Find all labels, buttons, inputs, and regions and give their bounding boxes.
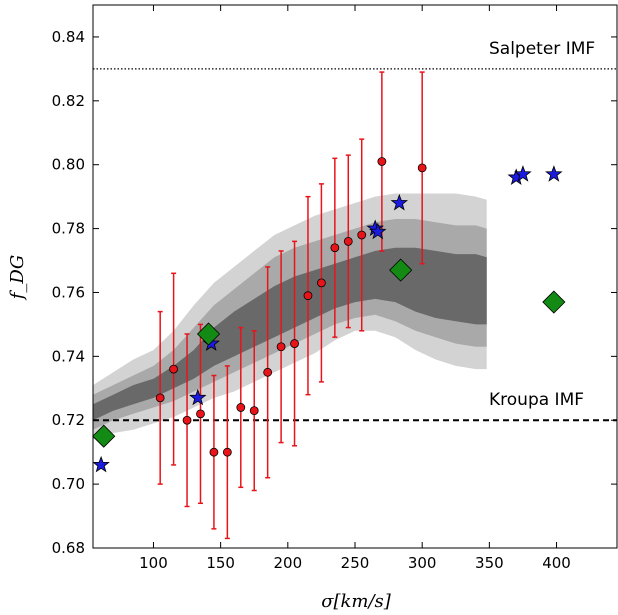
y-tick-label: 0.80 <box>52 156 85 174</box>
y-tick-label: 0.70 <box>52 475 85 493</box>
axis-ticks: 100 150 200 250 300 350 400 0.68 0.70 0.72 0.74 0.7… <box>52 5 617 572</box>
y-tick-label: 0.72 <box>52 411 85 429</box>
y-tick-label: 0.78 <box>52 220 85 238</box>
band-inner <box>93 247 487 421</box>
confidence-bands <box>93 193 487 440</box>
data-markers <box>92 157 566 473</box>
circle-point <box>303 291 313 301</box>
circle-point <box>222 447 232 457</box>
x-tick-label: 100 <box>139 554 168 572</box>
y-tick-label: 0.82 <box>52 92 85 110</box>
star-point <box>390 193 408 211</box>
star-point <box>545 165 563 182</box>
circle-point <box>276 342 286 352</box>
circle-point <box>357 230 367 240</box>
diamond-point <box>389 258 413 282</box>
circle-point <box>209 447 219 457</box>
circle-point <box>249 406 259 416</box>
x-tick-label: 200 <box>274 554 303 572</box>
circle-point <box>169 364 179 374</box>
diamond-point <box>92 424 116 448</box>
circle-point <box>343 236 353 246</box>
salpeter-imf-label: Salpeter IMF <box>489 39 595 59</box>
y-tick-label: 0.74 <box>52 347 85 365</box>
y-tick-label: 0.68 <box>52 539 85 557</box>
circle-point <box>317 278 326 288</box>
x-tick-label: 300 <box>408 554 437 572</box>
x-tick-label: 400 <box>542 554 571 572</box>
x-axis-label: σ[km/s] <box>321 591 392 612</box>
star-point <box>514 165 532 182</box>
kroupa-imf-label: Kroupa IMF <box>489 390 584 410</box>
y-axis-label: f_DG <box>7 255 28 301</box>
circle-point <box>377 157 387 166</box>
star-point <box>92 455 110 473</box>
circle-point <box>236 403 246 412</box>
circle-point <box>330 243 340 253</box>
star-point <box>369 222 387 240</box>
circle-point <box>417 163 427 173</box>
y-tick-label: 0.76 <box>52 283 85 301</box>
y-tick-label: 0.84 <box>52 28 85 46</box>
circle-point <box>196 409 205 419</box>
circle-point <box>182 415 192 425</box>
diamond-point <box>542 290 566 314</box>
circle-point <box>263 367 273 377</box>
x-tick-label: 350 <box>475 554 504 572</box>
star-point <box>189 388 207 406</box>
x-tick-label: 150 <box>206 554 235 572</box>
circle-point <box>155 393 165 403</box>
diamond-point <box>196 322 221 346</box>
y-axis-title: f_DG <box>7 255 28 301</box>
circle-point <box>290 339 299 348</box>
x-tick-label: 250 <box>341 554 370 572</box>
